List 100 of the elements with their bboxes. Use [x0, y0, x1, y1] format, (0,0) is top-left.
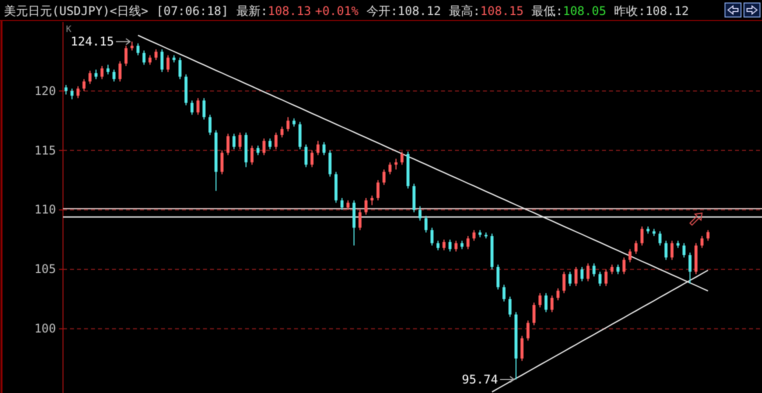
candlestick [376, 180, 380, 201]
candlestick [598, 271, 602, 286]
candlestick [556, 288, 560, 301]
candlestick [532, 302, 536, 326]
candlestick [304, 144, 308, 168]
candlestick [610, 264, 614, 275]
candlestick [208, 114, 212, 136]
candlestick [634, 240, 638, 254]
candlestick [688, 252, 692, 284]
candlestick [280, 126, 284, 138]
candlestick [616, 264, 620, 275]
candlestick [64, 84, 68, 96]
candlestick [472, 230, 476, 242]
candlestick [268, 138, 272, 150]
candlestick [574, 266, 578, 286]
text: +0.01% [315, 4, 360, 18]
text: 最低: [532, 4, 563, 18]
candlestick [316, 140, 320, 156]
text: 最高: [449, 4, 480, 18]
text: 最新: [236, 4, 268, 18]
candlestick [178, 57, 182, 80]
candlestick [106, 64, 110, 75]
y-tick-label: 115 [34, 143, 56, 158]
candlestick [190, 100, 194, 116]
candlestick [706, 230, 710, 242]
candlestick [454, 240, 458, 252]
candlestick [196, 98, 200, 116]
candlestick [418, 206, 422, 222]
candlestick [424, 215, 428, 233]
candlestick [82, 78, 86, 92]
candlestick [358, 209, 362, 231]
candlestick [586, 262, 590, 282]
candlestick [544, 292, 548, 313]
candlestick [664, 240, 668, 260]
y-tick-label: 120 [34, 84, 56, 98]
text: 108.15 [480, 4, 524, 18]
candlestick [154, 48, 158, 61]
candlestick [310, 150, 314, 168]
candlestick [466, 236, 470, 250]
candlestick [502, 284, 506, 302]
candlestick [682, 242, 686, 258]
candlestick [88, 70, 92, 84]
candlestick [328, 150, 332, 178]
candlestick [160, 48, 164, 72]
candlestick [250, 145, 254, 166]
candlestick [562, 271, 566, 294]
candlestick [640, 226, 644, 246]
candlestick [202, 98, 206, 120]
candlestick [340, 197, 344, 210]
candlestick [550, 294, 554, 313]
candlestick [232, 133, 236, 150]
candlestick [622, 256, 626, 275]
candlestick [100, 65, 104, 80]
candlestick [256, 145, 260, 156]
candlestick [520, 335, 524, 362]
text: 108.13 [268, 4, 312, 18]
annotation: K [66, 25, 72, 35]
candlestick [370, 195, 374, 206]
candlestick [274, 132, 278, 150]
candlestick [592, 262, 596, 277]
candlestick [136, 42, 140, 56]
candlestick [430, 227, 434, 246]
candlestick [496, 264, 500, 290]
candlestick [148, 54, 152, 66]
candlestick [364, 197, 368, 216]
candlestick [94, 69, 98, 80]
candlestick [538, 292, 542, 308]
candlestick [226, 133, 230, 156]
candlestick [628, 248, 632, 263]
candlestick [442, 239, 446, 251]
text: 昨收:108.12 [614, 4, 689, 18]
candlestick [526, 320, 530, 342]
candlestick [658, 230, 662, 246]
candlestick [412, 183, 416, 213]
candlestick [670, 240, 674, 260]
candlestick [142, 50, 146, 66]
candlestick [388, 162, 392, 175]
text: 108.05 [562, 4, 606, 18]
candlestick [298, 121, 302, 150]
candlestick [382, 168, 386, 186]
candlestick [166, 54, 170, 72]
candlestick [508, 296, 512, 318]
candlestick [262, 138, 266, 156]
candlestick [118, 60, 122, 82]
y-tick-label: 110 [34, 202, 56, 217]
candlestick [322, 142, 326, 156]
candlestick [76, 86, 80, 99]
y-tick-label: 100 [34, 322, 56, 336]
candlestick [568, 271, 572, 286]
candlestick [286, 116, 290, 132]
candlestick [238, 132, 242, 150]
candlestick [70, 88, 74, 100]
annotation: 95.74 [462, 372, 498, 386]
candlestick [448, 239, 452, 252]
candlestick [436, 240, 440, 251]
candlestick [220, 150, 224, 175]
y-tick-label: 105 [34, 262, 56, 276]
candlestick [124, 45, 128, 66]
candlestick [400, 151, 404, 166]
text: [07:06:18] [156, 4, 228, 18]
